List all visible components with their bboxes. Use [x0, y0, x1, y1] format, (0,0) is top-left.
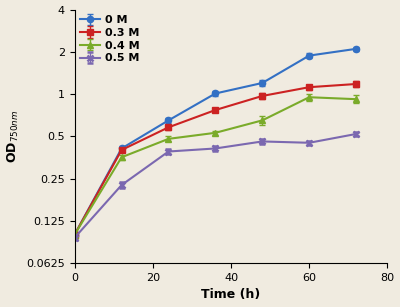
Y-axis label: OD$_{750nm}$: OD$_{750nm}$ [6, 110, 21, 163]
Legend: 0 M, 0.3 M, 0.4 M, 0.5 M: 0 M, 0.3 M, 0.4 M, 0.5 M [78, 13, 142, 66]
X-axis label: Time (h): Time (h) [202, 289, 261, 301]
